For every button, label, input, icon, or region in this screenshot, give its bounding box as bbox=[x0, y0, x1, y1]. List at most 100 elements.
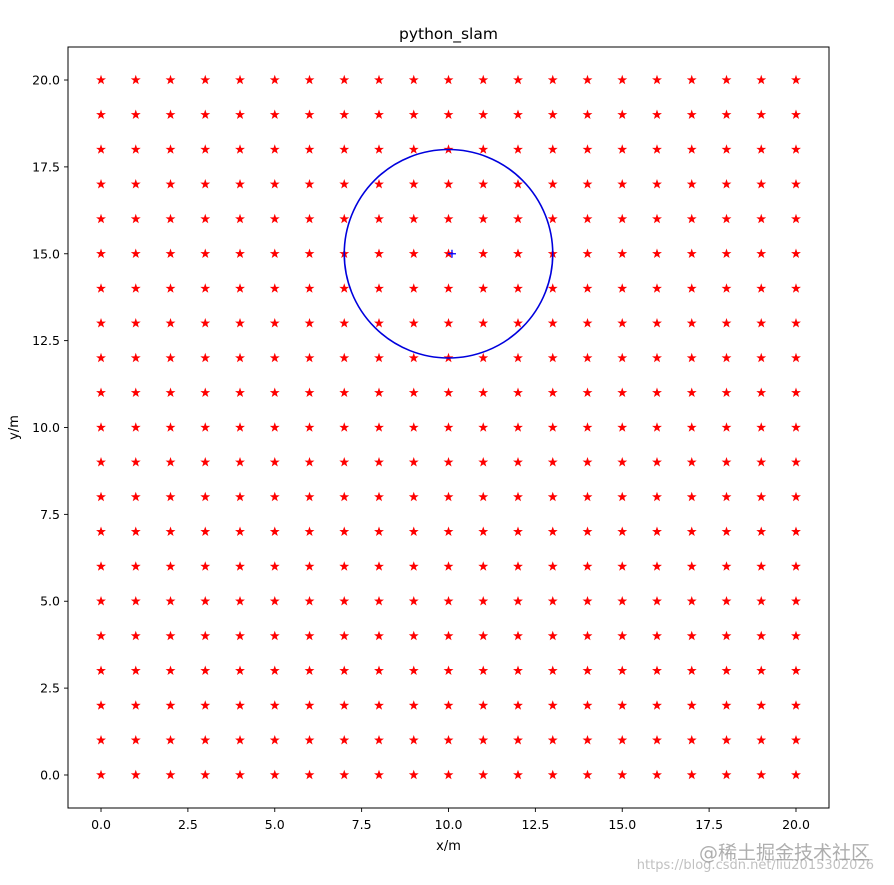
landmark-point bbox=[791, 248, 801, 258]
landmark-point bbox=[478, 213, 489, 224]
landmark-point bbox=[165, 283, 176, 293]
landmark-point bbox=[408, 491, 419, 502]
landmark-point bbox=[165, 422, 176, 432]
landmark-point bbox=[617, 769, 628, 780]
landmark-point bbox=[756, 74, 767, 85]
landmark-point bbox=[408, 769, 419, 780]
landmark-point bbox=[130, 144, 141, 154]
landmark-point bbox=[96, 769, 106, 780]
landmark-point bbox=[721, 387, 732, 397]
landmark-point bbox=[721, 700, 732, 710]
landmark-point bbox=[130, 769, 141, 780]
landmark-point bbox=[269, 457, 280, 467]
landmark-point bbox=[96, 248, 106, 258]
landmark-point bbox=[96, 352, 106, 363]
landmark-point bbox=[686, 387, 697, 397]
landmark-point bbox=[652, 769, 662, 780]
landmark-point bbox=[686, 283, 697, 293]
landmark-point bbox=[617, 213, 628, 224]
landmark-point bbox=[374, 422, 384, 432]
landmark-point bbox=[513, 213, 523, 224]
landmark-point bbox=[686, 318, 697, 328]
landmark-point bbox=[200, 179, 211, 189]
landmark-point bbox=[304, 735, 315, 745]
landmark-point bbox=[339, 422, 350, 432]
landmark-point bbox=[269, 491, 280, 502]
y-tick-label: 17.5 bbox=[32, 159, 60, 174]
x-tick-label: 2.5 bbox=[178, 817, 198, 832]
landmark-point bbox=[200, 144, 211, 154]
landmark-point bbox=[756, 387, 767, 397]
landmark-point bbox=[269, 248, 280, 258]
landmark-point bbox=[130, 665, 141, 675]
landmark-point bbox=[756, 318, 767, 328]
landmark-point bbox=[130, 248, 141, 258]
landmark-point bbox=[582, 352, 593, 363]
landmark-point bbox=[408, 179, 419, 189]
landmark-point bbox=[374, 352, 384, 363]
landmark-point bbox=[652, 144, 662, 154]
landmark-point bbox=[513, 74, 523, 85]
landmark-point bbox=[443, 491, 454, 502]
landmark-point bbox=[582, 248, 593, 258]
landmark-point bbox=[165, 526, 176, 536]
landmark-point bbox=[304, 700, 315, 710]
x-axis-label: x/m bbox=[436, 839, 461, 854]
landmark-point bbox=[652, 491, 662, 502]
landmark-point bbox=[374, 735, 384, 745]
landmark-point bbox=[547, 422, 558, 432]
landmark-point bbox=[617, 700, 628, 710]
landmark-point bbox=[617, 179, 628, 189]
landmark-point bbox=[513, 387, 523, 397]
landmark-point bbox=[686, 179, 697, 189]
landmark-point bbox=[235, 561, 245, 571]
landmark-point bbox=[513, 283, 523, 293]
landmark-point bbox=[686, 665, 697, 675]
landmark-point bbox=[513, 491, 523, 502]
landmark-point bbox=[756, 248, 767, 258]
landmark-point bbox=[478, 735, 489, 745]
landmark-point bbox=[130, 352, 141, 363]
landmark-point bbox=[686, 248, 697, 258]
landmark-point bbox=[235, 700, 245, 710]
landmark-point bbox=[130, 283, 141, 293]
landmark-point bbox=[652, 283, 662, 293]
landmark-point bbox=[617, 630, 628, 641]
landmark-point bbox=[617, 144, 628, 154]
landmark-point bbox=[617, 248, 628, 258]
landmark-point bbox=[617, 526, 628, 536]
landmark-point bbox=[791, 491, 801, 502]
landmark-point bbox=[582, 74, 593, 85]
landmark-point bbox=[235, 283, 245, 293]
landmark-point bbox=[96, 491, 106, 502]
x-tick-label: 10.0 bbox=[435, 817, 463, 832]
landmark-point bbox=[513, 352, 523, 363]
landmark-point bbox=[791, 457, 801, 467]
landmark-point bbox=[791, 665, 801, 675]
landmark-point bbox=[235, 735, 245, 745]
landmark-point bbox=[721, 213, 732, 224]
landmark-point bbox=[756, 561, 767, 571]
landmark-point bbox=[617, 491, 628, 502]
landmark-point bbox=[304, 596, 315, 606]
landmark-point bbox=[617, 735, 628, 745]
landmark-point bbox=[582, 491, 593, 502]
landmark-point bbox=[339, 561, 350, 571]
landmark-point bbox=[478, 422, 489, 432]
landmark-point bbox=[686, 630, 697, 641]
landmark-point bbox=[339, 491, 350, 502]
landmark-point bbox=[408, 248, 419, 258]
landmark-point bbox=[130, 630, 141, 641]
landmark-point bbox=[617, 318, 628, 328]
landmark-point bbox=[235, 769, 245, 780]
y-tick-label: 15.0 bbox=[32, 246, 60, 261]
landmark-point bbox=[547, 213, 558, 224]
landmark-point bbox=[339, 769, 350, 780]
landmark-point bbox=[374, 248, 384, 258]
landmark-point bbox=[443, 213, 454, 224]
landmark-point bbox=[686, 457, 697, 467]
landmark-point bbox=[374, 700, 384, 710]
landmark-point bbox=[374, 283, 384, 293]
landmark-point bbox=[721, 491, 732, 502]
